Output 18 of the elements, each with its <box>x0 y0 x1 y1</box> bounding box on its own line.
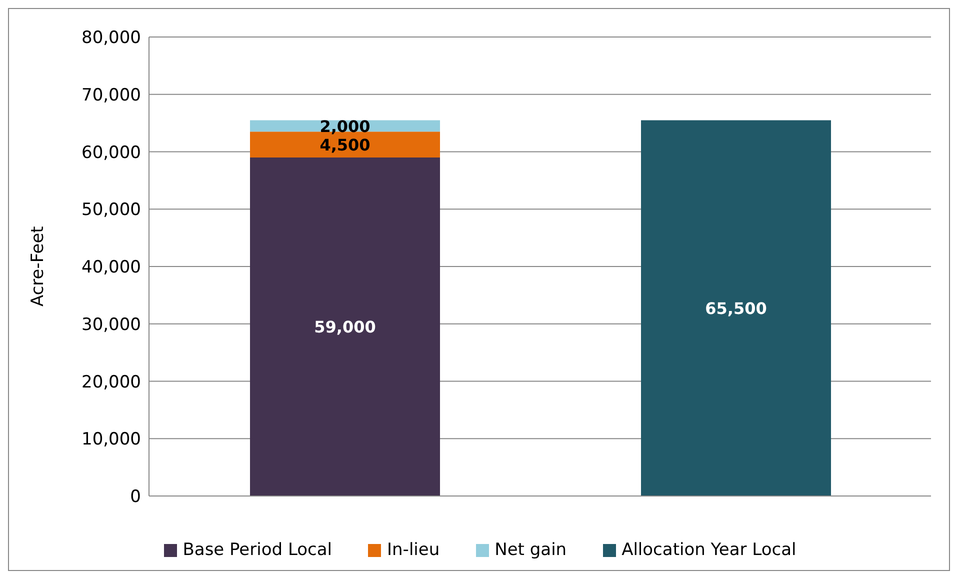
y-tick-label: 20,000 <box>82 372 141 392</box>
data-label: 4,500 <box>320 136 370 155</box>
y-tick-label: 0 <box>130 487 141 508</box>
data-label: 65,500 <box>705 299 767 318</box>
y-tick-label: 30,000 <box>82 314 141 335</box>
legend-label: Net gain <box>494 540 567 560</box>
y-tick-label: 80,000 <box>82 28 141 48</box>
data-label: 2,000 <box>320 116 370 136</box>
y-tick-label: 50,000 <box>82 200 141 220</box>
y-tick-label: 60,000 <box>82 142 141 163</box>
legend-label: In-lieu <box>386 540 440 560</box>
legend-label: Base Period Local <box>182 540 332 560</box>
data-label: 59,000 <box>314 318 376 337</box>
y-tick-label: 10,000 <box>82 430 141 450</box>
y-axis-title: Acre-Feet <box>28 226 48 306</box>
legend-label: Allocation Year Local <box>620 540 796 560</box>
y-tick-label: 70,000 <box>82 85 141 106</box>
y-tick-label: 40,000 <box>82 258 141 278</box>
